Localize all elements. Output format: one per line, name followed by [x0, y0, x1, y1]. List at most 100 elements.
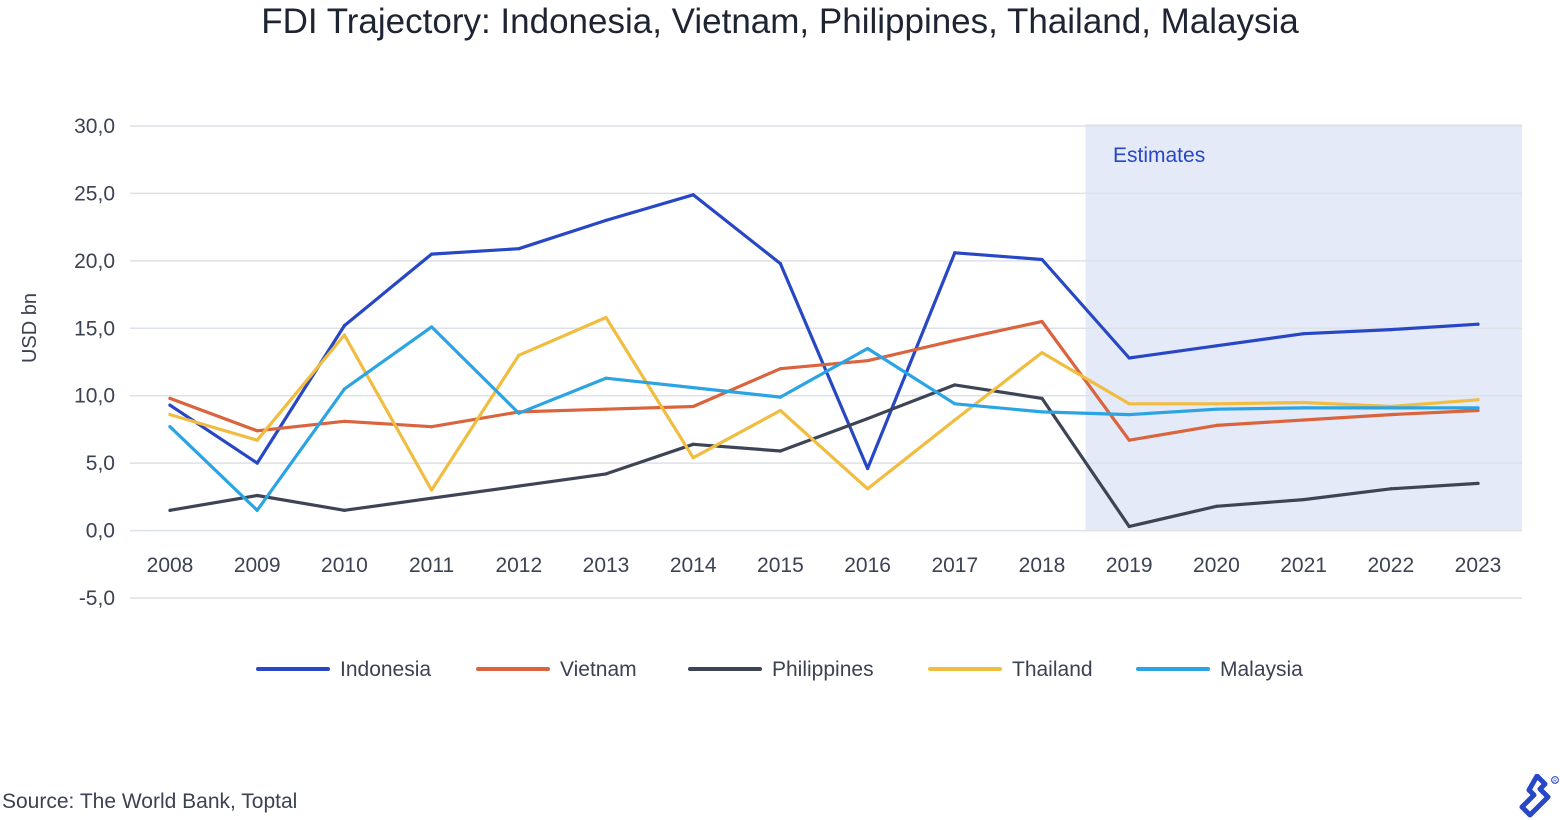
data-point-malaysia	[1302, 406, 1306, 410]
data-point-vietnam	[1214, 423, 1218, 427]
data-point-malaysia	[1127, 412, 1131, 417]
data-point-indonesia	[517, 247, 521, 251]
y-tick-label: 10,0	[74, 385, 115, 408]
series-line-philippines	[168, 383, 1480, 529]
y-tick-label: 5,0	[86, 452, 115, 475]
legend-label-vietnam: Vietnam	[560, 658, 637, 681]
data-point-philippines	[1040, 396, 1044, 401]
data-point-indonesia	[1476, 322, 1480, 326]
data-point-thailand	[1476, 398, 1480, 402]
data-point-malaysia	[517, 411, 521, 415]
x-tick-label: 2012	[495, 554, 542, 577]
data-point-vietnam	[1040, 319, 1044, 324]
data-point-indonesia	[604, 218, 608, 222]
data-point-malaysia	[1476, 406, 1480, 410]
chart-title: FDI Trajectory: Indonesia, Vietnam, Phil…	[261, 2, 1299, 41]
data-point-indonesia	[953, 251, 957, 255]
data-point-philippines	[255, 493, 259, 498]
y-tick-label: 0,0	[86, 520, 115, 543]
data-point-indonesia	[691, 193, 695, 197]
data-point-indonesia	[1214, 344, 1218, 348]
data-point-indonesia	[1302, 332, 1306, 336]
data-point-indonesia	[1040, 257, 1044, 262]
data-point-indonesia	[778, 261, 783, 266]
x-tick-label: 2020	[1193, 554, 1240, 577]
data-point-indonesia	[1127, 356, 1131, 360]
data-point-philippines	[517, 484, 521, 488]
data-point-philippines	[168, 508, 172, 512]
y-tick-label: 15,0	[74, 317, 115, 340]
x-tick-label: 2017	[931, 554, 978, 577]
data-point-malaysia	[1389, 406, 1393, 410]
data-point-indonesia	[1389, 328, 1393, 332]
data-point-malaysia	[604, 376, 608, 380]
data-point-philippines	[604, 472, 608, 476]
x-tick-label: 2023	[1455, 554, 1502, 577]
data-point-vietnam	[1389, 412, 1393, 417]
toptal-logo-icon: R	[1519, 774, 1559, 818]
data-point-indonesia	[430, 252, 434, 256]
x-tick-label: 2019	[1106, 554, 1153, 577]
x-tick-label: 2015	[757, 554, 804, 577]
x-tick-label: 2011	[409, 554, 454, 577]
data-point-vietnam	[168, 396, 172, 401]
data-point-thailand	[1302, 400, 1306, 405]
data-point-thailand	[168, 412, 172, 417]
data-point-malaysia	[866, 346, 870, 351]
data-point-indonesia	[255, 461, 259, 465]
x-tick-label: 2016	[844, 554, 891, 577]
x-tick-label: 2021	[1280, 554, 1327, 577]
data-point-philippines	[1302, 497, 1306, 502]
data-point-malaysia	[1040, 410, 1044, 414]
data-point-philippines	[1214, 504, 1218, 508]
series-line-thailand	[168, 315, 1480, 492]
data-point-philippines	[866, 417, 870, 421]
data-point-thailand	[1040, 350, 1044, 355]
data-point-vietnam	[1302, 418, 1306, 422]
data-point-vietnam	[342, 419, 346, 423]
y-tick-label: 25,0	[74, 182, 115, 205]
data-point-vietnam	[778, 367, 783, 371]
data-point-philippines	[1389, 487, 1393, 491]
y-tick-label: 30,0	[74, 115, 115, 138]
data-point-malaysia	[255, 508, 259, 512]
legend-label-indonesia: Indonesia	[340, 658, 431, 681]
x-tick-label: 2009	[234, 554, 281, 577]
y-tick-label: 20,0	[74, 250, 115, 273]
estimates-region	[1085, 124, 1522, 531]
data-point-thailand	[604, 315, 608, 320]
data-point-thailand	[691, 456, 695, 460]
data-point-thailand	[255, 438, 259, 442]
data-point-vietnam	[1127, 438, 1131, 442]
data-point-vietnam	[604, 407, 608, 411]
data-point-vietnam	[953, 338, 957, 343]
legend-label-malaysia: Malaysia	[1220, 658, 1303, 681]
data-point-philippines	[691, 442, 695, 446]
data-point-thailand	[778, 408, 783, 413]
data-point-thailand	[953, 418, 957, 422]
data-point-malaysia	[430, 325, 434, 329]
data-point-thailand	[1127, 402, 1131, 406]
data-point-philippines	[342, 508, 346, 512]
data-point-philippines	[1127, 524, 1131, 529]
data-point-indonesia	[168, 403, 172, 407]
y-tick-label: -5,0	[79, 587, 115, 610]
data-point-philippines	[430, 496, 434, 500]
data-point-vietnam	[430, 425, 434, 429]
data-point-thailand	[1214, 402, 1218, 406]
data-point-thailand	[866, 487, 870, 491]
data-point-vietnam	[255, 429, 259, 433]
data-point-malaysia	[691, 386, 695, 390]
data-point-philippines	[1476, 481, 1480, 485]
estimates-label: Estimates	[1113, 144, 1205, 167]
series-line-malaysia	[168, 325, 1480, 512]
y-axis-label: USD bn	[19, 293, 41, 363]
data-point-indonesia	[342, 323, 346, 328]
data-point-malaysia	[168, 425, 172, 429]
data-point-philippines	[953, 383, 957, 387]
source-note: Source: The World Bank, Toptal	[2, 790, 298, 813]
data-point-indonesia	[866, 466, 870, 471]
x-tick-label: 2022	[1367, 554, 1414, 577]
data-point-malaysia	[1214, 407, 1218, 411]
